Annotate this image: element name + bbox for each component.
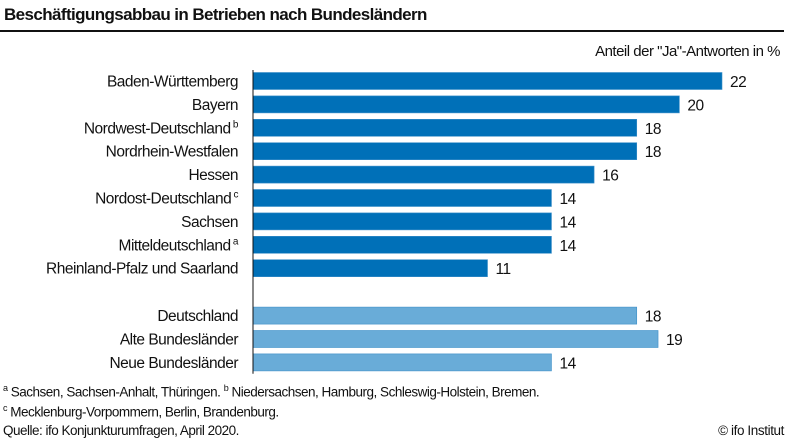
value-label: 18 xyxy=(645,144,661,161)
category-label: Sachsen xyxy=(181,214,238,231)
bar xyxy=(252,236,552,254)
value-label: 18 xyxy=(645,309,661,326)
bar xyxy=(252,95,680,114)
value-label: 16 xyxy=(602,168,618,185)
category-label: Rheinland-Pfalz und Saarland xyxy=(46,261,238,278)
footnote-b-mark: b xyxy=(223,383,229,393)
category-name: Hessen xyxy=(188,167,238,184)
bar xyxy=(252,119,638,137)
bar xyxy=(252,330,659,348)
category-name: Rheinland-Pfalz und Saarland xyxy=(46,261,238,278)
category-name: Baden-Württemberg xyxy=(107,74,238,91)
category-label: Baden-Württemberg xyxy=(107,74,238,91)
category-name: Nordrhein-Westfalen xyxy=(106,144,238,161)
value-label: 19 xyxy=(666,332,682,349)
category-label: Alte Bundesländer xyxy=(120,332,239,349)
category-label: Nordwest-Deutschland b xyxy=(84,119,239,137)
value-label: 14 xyxy=(559,355,576,372)
copyright: © ifo Institut xyxy=(718,423,784,438)
footnote-c-mark: c xyxy=(3,403,8,413)
footnote-mark: a xyxy=(231,236,239,247)
value-label: 18 xyxy=(645,121,661,138)
bar xyxy=(252,142,638,160)
footnote-c-line: c Mecklenburg-Vorpommern, Berlin, Brande… xyxy=(3,403,279,420)
value-label: 14 xyxy=(559,238,576,255)
value-label: 14 xyxy=(559,191,576,208)
category-label: Nordost-Deutschland c xyxy=(95,190,238,208)
category-name: Mitteldeutschland xyxy=(119,237,231,254)
footnote-a-mark: a xyxy=(3,383,8,393)
bar xyxy=(252,212,552,231)
title-rule xyxy=(0,30,784,32)
bar xyxy=(252,353,552,372)
bar xyxy=(252,259,488,278)
category-name: Deutschland xyxy=(157,308,238,325)
value-label: 11 xyxy=(496,261,511,278)
footnote-b: Niedersachsen, Hamburg, Schleswig-Holste… xyxy=(231,384,540,400)
category-label: Nordrhein-Westfalen xyxy=(106,144,238,161)
category-name: Nordwest-Deutschland xyxy=(84,120,231,137)
source-note: Quelle: ifo Konjunkturumfragen, April 20… xyxy=(3,423,239,438)
category-label: Hessen xyxy=(188,167,238,184)
bar xyxy=(252,189,552,207)
category-name: Bayern xyxy=(192,97,238,114)
value-label: 22 xyxy=(730,74,746,91)
category-label: Deutschland xyxy=(157,308,238,325)
category-label: Bayern xyxy=(192,97,238,114)
footnote-a: Sachsen, Sachsen-Anhalt, Thüringen. xyxy=(10,384,221,400)
unit-label: Anteil der "Ja"-Antworten in % xyxy=(595,43,780,60)
value-label: 20 xyxy=(687,97,704,114)
bar xyxy=(252,165,595,184)
footnote-mark: c xyxy=(231,190,238,201)
category-label: Neue Bundesländer xyxy=(109,355,238,372)
category-name: Nordost-Deutschland xyxy=(95,191,231,208)
footnote-mark: b xyxy=(231,119,239,130)
chart-title: Beschäftigungsabbau in Betrieben nach Bu… xyxy=(4,5,427,24)
category-name: Alte Bundesländer xyxy=(120,332,239,349)
value-label: 14 xyxy=(559,214,576,231)
footnote-c: Mecklenburg-Vorpommern, Berlin, Brandenb… xyxy=(10,404,279,420)
footnote-ab: a Sachsen, Sachsen-Anhalt, Thüringen. b … xyxy=(3,383,540,400)
bar xyxy=(252,306,638,325)
bar xyxy=(252,72,723,90)
category-label: Mitteldeutschland a xyxy=(119,236,239,254)
category-name: Sachsen xyxy=(181,214,238,231)
category-name: Neue Bundesländer xyxy=(109,355,238,372)
